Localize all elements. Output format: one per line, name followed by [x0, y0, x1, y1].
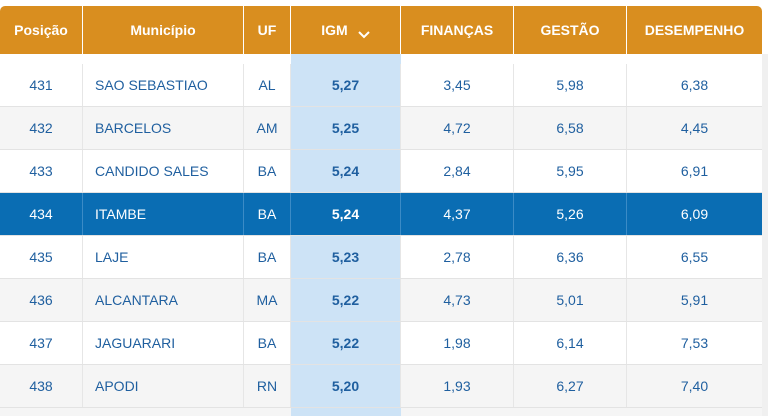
cell-gestao: 6,36	[514, 236, 627, 278]
cell-financas: 4,37	[401, 193, 514, 235]
cell-uf: AM	[244, 107, 291, 149]
cell-gestao: 6,14	[514, 322, 627, 364]
cell-financas: 2,78	[401, 236, 514, 278]
column-header-municipio[interactable]: Município	[83, 6, 244, 54]
cell-igm: 5,27	[291, 64, 401, 106]
cell-gestao: 5,95	[514, 150, 627, 192]
cell-igm: 5,23	[291, 236, 401, 278]
cell-desempenho: 6,38	[680, 77, 709, 93]
cell-posicao: 437	[0, 322, 83, 364]
cell-municipio: LAJE	[83, 236, 244, 278]
cell-posicao: 435	[0, 236, 83, 278]
cell-gestao: 5,01	[514, 279, 627, 321]
cell-uf: BA	[244, 193, 291, 235]
cell-igm: 5,22	[291, 279, 401, 321]
table-row[interactable]: 432 BARCELOS AM 5,25 4,72 6,58 4,45	[0, 107, 762, 150]
column-header-label: Posição	[14, 22, 68, 38]
cell-municipio: JAGUARARI	[83, 322, 244, 364]
cell-uf: BA	[244, 322, 291, 364]
cell-gestao: 5,98	[514, 64, 627, 106]
column-header-label: FINANÇAS	[420, 22, 494, 38]
cell-municipio: ITAMBE	[83, 193, 244, 235]
cell-financas: 4,73	[401, 279, 514, 321]
cell-municipio: CANDIDO SALES	[83, 150, 244, 192]
table-row[interactable]: 436 ALCANTARA MA 5,22 4,73 5,01 5,91	[0, 279, 762, 322]
vertical-scrollbar[interactable]	[762, 54, 768, 416]
cell-gestao: 5,26	[514, 193, 627, 235]
cell-igm: 5,20	[291, 365, 401, 407]
table-row-partial	[0, 408, 762, 416]
column-header-label: Município	[130, 22, 196, 38]
cell-desempenho: 4,45	[680, 120, 709, 136]
table-spacer	[0, 54, 762, 64]
cell-uf: AL	[244, 64, 291, 106]
cell-uf: MA	[244, 279, 291, 321]
cell-uf: BA	[244, 236, 291, 278]
cell-desempenho: 5,91	[680, 292, 709, 308]
cell-igm: 5,24	[291, 193, 401, 235]
cell-posicao: 436	[0, 279, 83, 321]
column-header-desempenho[interactable]: DESEMPENHO	[627, 6, 762, 54]
cell-posicao: 433	[0, 150, 83, 192]
column-header-label: DESEMPENHO	[644, 22, 745, 38]
cell-municipio: ALCANTARA	[83, 279, 244, 321]
cell-igm: 5,24	[291, 150, 401, 192]
cell-financas: 2,84	[401, 150, 514, 192]
cell-municipio: APODI	[83, 365, 244, 407]
cell-igm: 5,22	[291, 322, 401, 364]
cell-gestao: 6,58	[514, 107, 627, 149]
cell-desempenho: 6,09	[680, 206, 709, 222]
cell-posicao: 438	[0, 365, 83, 407]
cell-financas: 1,93	[401, 365, 514, 407]
column-header-igm[interactable]: IGM	[291, 6, 401, 54]
cell-desempenho: 7,40	[680, 378, 709, 394]
cell-posicao: 434	[0, 193, 83, 235]
column-header-label: GESTÃO	[540, 22, 600, 38]
table-row[interactable]: 435 LAJE BA 5,23 2,78 6,36 6,55	[0, 236, 762, 279]
chevron-down-icon	[358, 26, 370, 39]
cell-igm: 5,25	[291, 107, 401, 149]
table-body: 431 SAO SEBASTIAO AL 5,27 3,45 5,98 6,38 432 BAR…	[0, 64, 762, 408]
table-row[interactable]: 433 CANDIDO SALES BA 5,24 2,84 5,95 6,91	[0, 150, 762, 193]
column-header-uf[interactable]: UF	[244, 6, 291, 54]
cell-desempenho: 6,91	[680, 163, 709, 179]
cell-posicao: 431	[0, 64, 83, 106]
column-header-gestao[interactable]: GESTÃO	[514, 6, 627, 54]
cell-posicao: 432	[0, 107, 83, 149]
cell-financas: 3,45	[401, 64, 514, 106]
table-header: Posição Município UF IGM FINANÇAS GESTÃO…	[0, 6, 762, 54]
table-row[interactable]: 434 ITAMBE BA 5,24 4,37 5,26 6,09	[0, 193, 762, 236]
cell-uf: RN	[244, 365, 291, 407]
column-header-financas[interactable]: FINANÇAS	[401, 6, 514, 54]
cell-municipio: BARCELOS	[83, 107, 244, 149]
column-header-label: IGM	[321, 22, 348, 38]
column-header-label: UF	[257, 22, 277, 38]
table-row[interactable]: 431 SAO SEBASTIAO AL 5,27 3,45 5,98 6,38	[0, 64, 762, 107]
column-header-posicao[interactable]: Posição	[0, 6, 83, 54]
cell-financas: 4,72	[401, 107, 514, 149]
table-row[interactable]: 437 JAGUARARI BA 5,22 1,98 6,14 7,53	[0, 322, 762, 365]
cell-financas: 1,98	[401, 322, 514, 364]
cell-desempenho: 6,55	[680, 249, 709, 265]
table-row[interactable]: 438 APODI RN 5,20 1,93 6,27 7,40	[0, 365, 762, 408]
cell-uf: BA	[244, 150, 291, 192]
cell-desempenho: 7,53	[680, 335, 709, 351]
cell-gestao: 6,27	[514, 365, 627, 407]
cell-municipio: SAO SEBASTIAO	[83, 64, 244, 106]
